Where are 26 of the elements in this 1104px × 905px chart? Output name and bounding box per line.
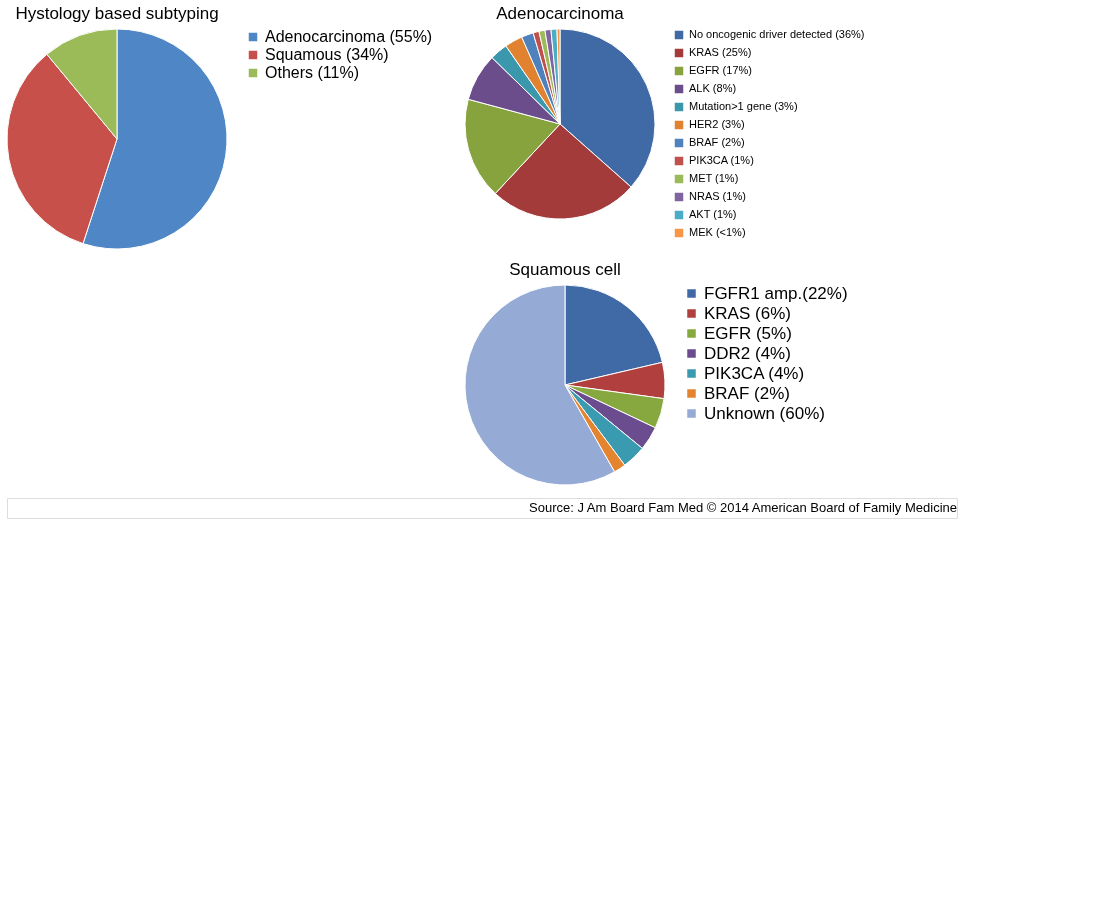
legend-label: MEK (<1%) xyxy=(689,226,746,238)
legend-label: FGFR1 amp.(22%) xyxy=(704,283,848,303)
chart-title: Squamous cell xyxy=(509,260,621,279)
legend-label: DDR2 (4%) xyxy=(704,343,791,363)
chart-title: Hystology based subtyping xyxy=(15,4,219,23)
chart-title: Adenocarcinoma xyxy=(496,4,625,23)
legend-label: Squamous (34%) xyxy=(265,46,389,63)
legend-label: Others (11%) xyxy=(265,64,359,81)
legend-label: KRAS (6%) xyxy=(704,303,791,323)
legend-label: ALK (8%) xyxy=(689,82,737,94)
legend-label: EGFR (5%) xyxy=(704,323,792,343)
legend-label: No oncogenic driver detected (36%) xyxy=(689,28,865,40)
legend-label: NRAS (1%) xyxy=(689,190,746,202)
legend-label: BRAF (2%) xyxy=(689,136,745,148)
legend-label: AKT (1%) xyxy=(689,208,737,220)
source-note: Source: J Am Board Fam Med © 2014 American Board of Family Medicine xyxy=(529,500,957,515)
legend-label: Adenocarcinoma (55%) xyxy=(265,28,433,45)
legend-label: HER2 (3%) xyxy=(689,118,745,130)
legend-label: PIK3CA (4%) xyxy=(704,363,805,383)
legend-label: EGFR (17%) xyxy=(689,64,752,76)
legend-label: Mutation>1 gene (3%) xyxy=(689,100,798,112)
legend-label: Unknown (60%) xyxy=(704,403,825,423)
legend-label: PIK3CA (1%) xyxy=(689,154,754,166)
legend-label: KRAS (25%) xyxy=(689,46,752,58)
legend-label: BRAF (2%) xyxy=(704,383,790,403)
legend-label: MET (1%) xyxy=(689,172,739,184)
